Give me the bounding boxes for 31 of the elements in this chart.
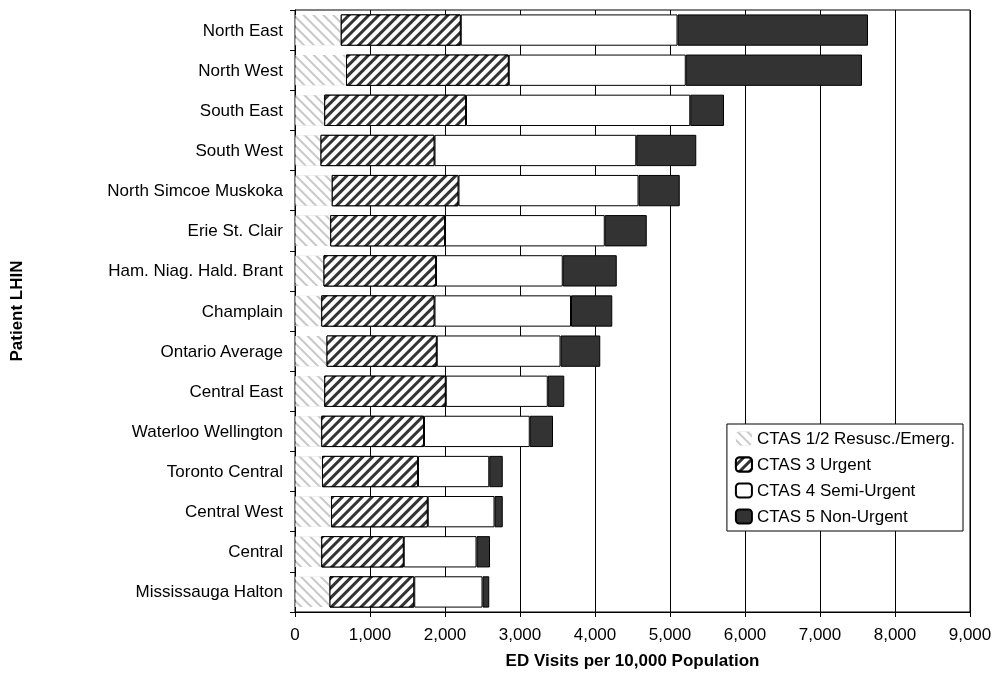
y-tick-label: Central (228, 542, 283, 562)
y-tick-label: Waterloo Wellington (131, 421, 283, 441)
x-tick-label: 9,000 (948, 625, 992, 644)
legend-label: CTAS 3 Urgent (756, 455, 872, 474)
y-tick-label: South East (199, 100, 284, 120)
y-tick-label: Central East (189, 381, 284, 401)
x-tick-label: 4,000 (573, 625, 617, 644)
y-tick-label: Champlain (201, 301, 283, 321)
y-tick-label: Mississauga Halton (135, 582, 283, 602)
x-axis-title: ED Visits per 10,000 Population (505, 651, 760, 670)
y-tick-label: South West (195, 140, 284, 160)
y-tick-label: North East (202, 20, 284, 40)
y-tick-label: Toronto Central (166, 462, 283, 482)
y-axis-title: Patient LHIN (7, 260, 26, 362)
legend-label: CTAS 4 Semi-Urgent (756, 481, 916, 500)
y-tick-label: North Simcoe Muskoka (107, 181, 284, 201)
y-tick-label: Ham. Niag. Hald. Brant (108, 261, 284, 281)
x-tick-label: 1,000 (348, 625, 392, 644)
y-tick-label: North West (198, 60, 284, 80)
y-tick-label: Central West (185, 502, 284, 522)
x-tick-label: 8,000 (873, 625, 917, 644)
x-tick-label: 3,000 (498, 625, 542, 644)
x-tick-label: 6,000 (723, 625, 767, 644)
x-tick-label: 7,000 (798, 625, 842, 644)
x-tick-label: 2,000 (423, 625, 467, 644)
y-tick-label: Ontario Average (160, 341, 283, 361)
legend-label: CTAS 5 Non-Urgent (756, 507, 909, 526)
legend-label: CTAS 1/2 Resusc./Emerg. (756, 429, 956, 448)
y-tick-label: Erie St. Clair (187, 221, 284, 241)
x-tick-label: 5,000 (648, 625, 692, 644)
x-tick-label: 0 (290, 625, 300, 644)
